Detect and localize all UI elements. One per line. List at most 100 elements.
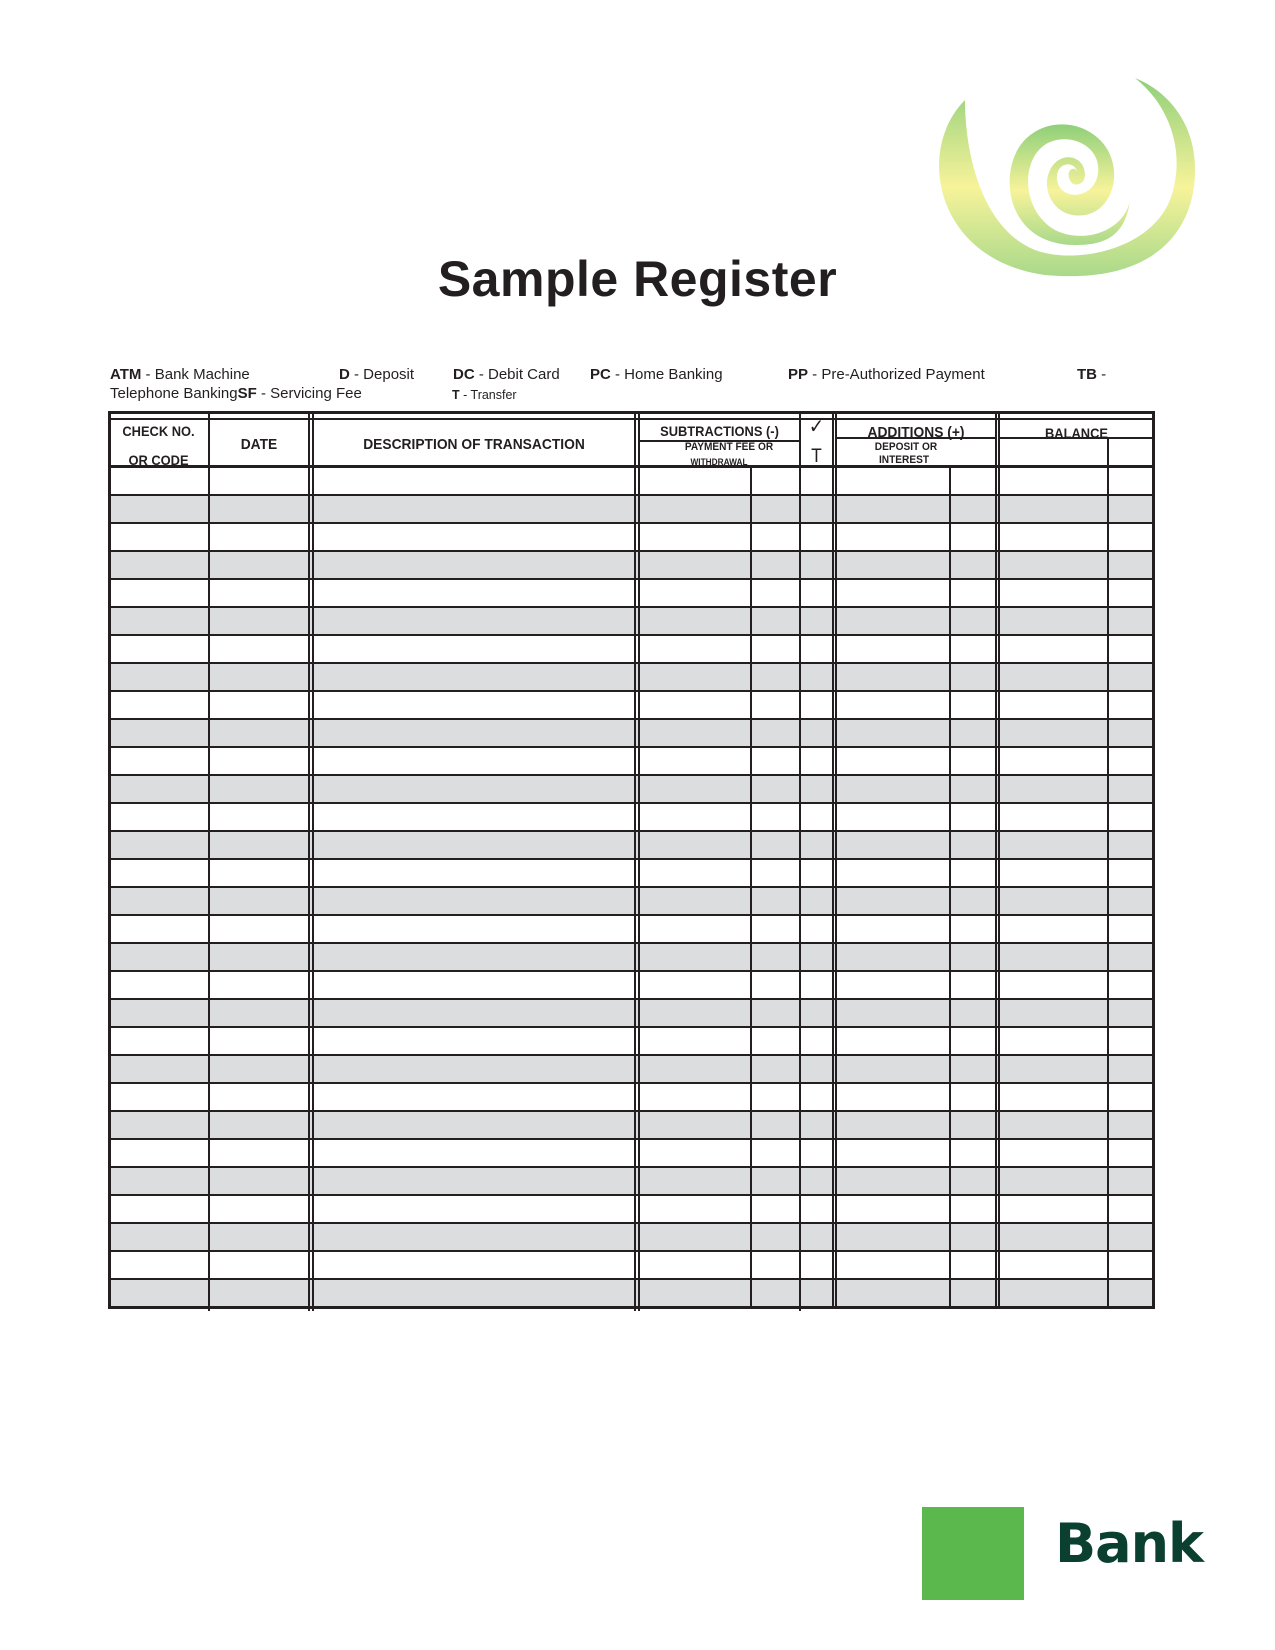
legend-code: SF [237, 385, 257, 402]
row-divider [108, 1222, 1154, 1224]
legend-label: - Home Banking [610, 366, 723, 383]
row-divider [108, 802, 1154, 804]
table-row[interactable] [108, 663, 1154, 691]
legend-label: - Servicing Fee [256, 385, 362, 402]
legend-pc: PC - Home Banking [590, 366, 723, 383]
grid-line [836, 437, 996, 439]
table-row[interactable] [108, 551, 1154, 579]
row-divider [108, 522, 1154, 524]
header-bottom-border [108, 465, 1154, 468]
row-divider [108, 1054, 1154, 1056]
table-row[interactable] [108, 831, 1154, 859]
legend-code: D [339, 366, 350, 383]
grid-line [750, 467, 752, 1307]
header-withdrawal: WITHDRAWAL [690, 457, 748, 467]
grid-line [634, 411, 636, 1311]
header-interest: INTEREST [878, 454, 930, 466]
bank-logo-square [922, 1507, 1024, 1600]
grid-line [999, 437, 1154, 439]
table-row[interactable] [108, 1111, 1154, 1139]
grid-line [312, 411, 314, 1311]
legend-code: DC [453, 366, 475, 383]
header-balance: BALANCE [1045, 425, 1108, 441]
grid-line [998, 411, 1000, 1307]
grid-line [799, 411, 801, 1311]
row-divider [108, 662, 1154, 664]
spiral-logo [939, 78, 1195, 277]
legend-code: PP [788, 366, 809, 383]
legend-label: - Pre-Authorized Payment [808, 366, 985, 383]
bank-logo-text: Bank [1055, 1512, 1204, 1575]
table-row[interactable] [108, 719, 1154, 747]
row-divider [108, 1250, 1154, 1252]
legend-code: TB [1077, 366, 1097, 383]
grid-line [835, 411, 837, 1307]
row-divider [108, 494, 1154, 496]
legend-label: - Debit Card [474, 366, 560, 383]
legend-label: - [1097, 366, 1107, 383]
legend-label: - Transfer [459, 388, 517, 402]
table-row[interactable] [108, 1279, 1154, 1307]
header-transfer-t: T [811, 446, 822, 467]
legend-label: - Bank Machine [141, 366, 250, 383]
row-divider [108, 998, 1154, 1000]
row-divider [108, 1166, 1154, 1168]
table-row[interactable] [108, 1167, 1154, 1195]
header-subtractions: SUBTRACTIONS (-) [660, 423, 779, 439]
row-divider [108, 914, 1154, 916]
table-row[interactable] [108, 495, 1154, 523]
row-divider [108, 578, 1154, 580]
table-row[interactable] [108, 887, 1154, 915]
legend-tb: TB - [1077, 366, 1106, 383]
row-divider [108, 1082, 1154, 1084]
legend-code: T [452, 388, 460, 402]
row-divider [108, 746, 1154, 748]
table-row[interactable] [108, 999, 1154, 1027]
grid-line [639, 440, 800, 442]
legend-atm: ATM - Bank Machine [110, 366, 250, 383]
header-additions: ADDITIONS (+) [867, 424, 965, 441]
row-divider [108, 550, 1154, 552]
row-divider [108, 1306, 1154, 1309]
row-divider [108, 1138, 1154, 1140]
legend-pp: PP - Pre-Authorized Payment [788, 366, 985, 383]
row-divider [108, 1110, 1154, 1112]
row-divider [108, 1278, 1154, 1280]
page-title: Sample Register [437, 251, 838, 307]
grid-line [1107, 437, 1109, 1307]
table-row[interactable] [108, 775, 1154, 803]
row-divider [108, 634, 1154, 636]
grid-line [638, 411, 640, 1311]
row-divider [108, 886, 1154, 888]
row-divider [108, 606, 1154, 608]
check-mark-icon: ✓ [808, 416, 825, 438]
table-left-border [108, 411, 111, 1309]
legend-d: D - Deposit [339, 366, 414, 383]
row-divider [108, 858, 1154, 860]
header-deposit: DEPOSIT OR [874, 441, 938, 453]
legend-dc: DC - Debit Card [453, 366, 560, 383]
row-divider [108, 1026, 1154, 1028]
legend-code: ATM [110, 366, 142, 383]
table-row[interactable] [108, 943, 1154, 971]
legend-label: - Deposit [349, 366, 415, 383]
legend-tb-sf: Telephone BankingSF - Servicing Fee [110, 385, 362, 402]
header-date: DATE [240, 436, 278, 453]
grid-line [308, 411, 310, 1311]
table-top-border [108, 411, 1154, 414]
grid-line [108, 418, 1154, 420]
table-row[interactable] [108, 1223, 1154, 1251]
row-divider [108, 718, 1154, 720]
grid-line [208, 411, 210, 1311]
row-divider [108, 970, 1154, 972]
grid-line [832, 411, 834, 1307]
legend-t: T - Transfer [452, 388, 517, 402]
grid-line [949, 467, 951, 1307]
legend-label: Telephone Banking [110, 385, 238, 402]
table-row[interactable] [108, 1055, 1154, 1083]
table-right-border [1152, 411, 1155, 1309]
table-row[interactable] [108, 607, 1154, 635]
row-divider [108, 690, 1154, 692]
header-or-code: OR CODE [128, 452, 189, 468]
